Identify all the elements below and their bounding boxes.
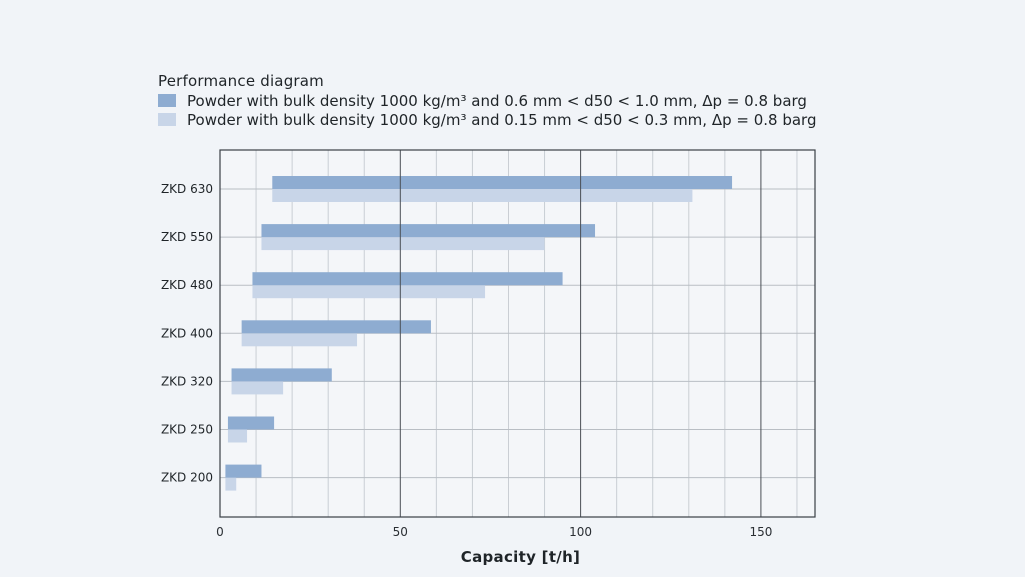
category-label: ZKD 550 xyxy=(161,230,213,244)
legend-swatch-coarse xyxy=(158,94,176,107)
bar-fine xyxy=(231,381,284,395)
bar-fine xyxy=(227,429,248,443)
legend-label-fine: Powder with bulk density 1000 kg/m³ and … xyxy=(187,110,817,129)
bar-coarse xyxy=(261,224,596,238)
bar-coarse xyxy=(252,272,563,286)
x-tick-label: 150 xyxy=(749,525,772,539)
category-label: ZKD 630 xyxy=(161,182,213,196)
legend: Powder with bulk density 1000 kg/m³ and … xyxy=(158,91,816,129)
plot-border xyxy=(219,149,816,518)
bar-coarse xyxy=(227,416,275,430)
bar-coarse xyxy=(241,320,431,334)
category-label: ZKD 320 xyxy=(161,374,213,388)
x-tick-label: 50 xyxy=(393,525,408,539)
x-tick-label: 0 xyxy=(216,525,224,539)
legend-item-fine: Powder with bulk density 1000 kg/m³ and … xyxy=(158,110,816,129)
category-label: ZKD 200 xyxy=(161,471,213,485)
bar-fine xyxy=(261,237,545,251)
x-tick-label: 100 xyxy=(569,525,592,539)
chart-title: Performance diagram xyxy=(158,72,324,90)
x-axis-title: Capacity [t/h] xyxy=(461,548,580,566)
bar-coarse xyxy=(272,176,733,189)
legend-label-coarse: Powder with bulk density 1000 kg/m³ and … xyxy=(187,91,807,110)
bar-fine xyxy=(225,477,237,491)
bar-coarse xyxy=(225,464,262,478)
legend-swatch-fine xyxy=(158,113,176,126)
bar-fine xyxy=(241,333,358,347)
bar-fine xyxy=(272,189,693,202)
category-label: ZKD 480 xyxy=(161,278,213,292)
category-label: ZKD 400 xyxy=(161,326,213,340)
bar-coarse xyxy=(231,368,332,382)
bar-fine xyxy=(252,285,486,299)
category-label: ZKD 250 xyxy=(161,423,213,437)
legend-item-coarse: Powder with bulk density 1000 kg/m³ and … xyxy=(158,91,816,110)
